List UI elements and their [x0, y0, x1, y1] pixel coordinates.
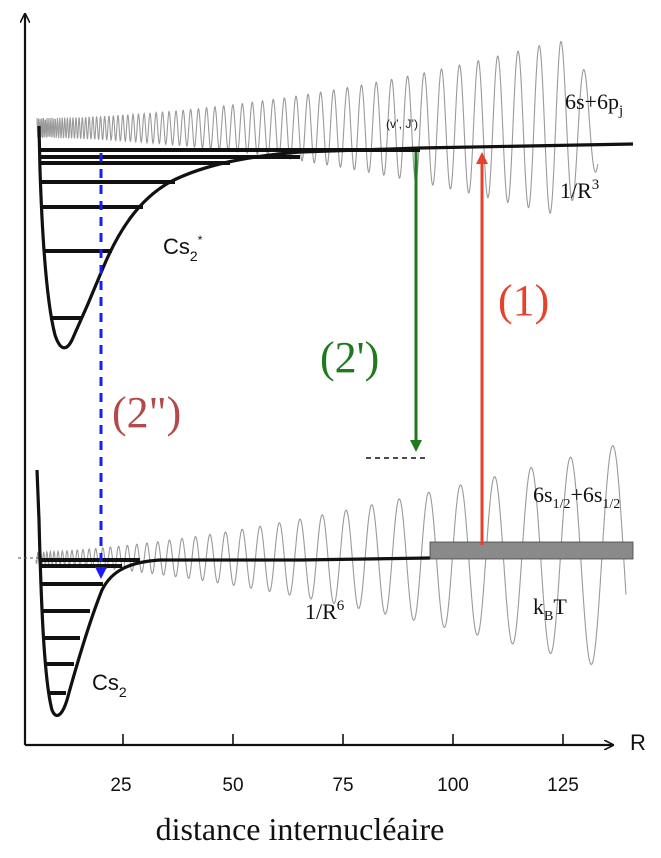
ground-longrange-label: 1/R6 [305, 598, 345, 624]
x-axis-symbol: R [630, 730, 646, 755]
thermal-energy-label: kBT [533, 594, 567, 624]
transition-2prime-label: (2') [320, 333, 379, 382]
tick-label: 100 [437, 775, 469, 796]
transition-2dblprime-label: (2") [112, 388, 181, 437]
transition-1-label: (1) [498, 276, 549, 325]
tick-label: 50 [222, 775, 243, 796]
ground-potential-curve [35, 469, 431, 717]
x-axis-title: distance internucléaire [156, 811, 445, 847]
excited-potential-curve [37, 125, 634, 350]
excited-asymptote-label: 6s+6pj [565, 89, 623, 119]
ground-asymptote-label: 6s1/2+6s1/2 [533, 482, 620, 512]
tick-label: 25 [110, 775, 131, 796]
x-ticks [122, 734, 564, 745]
thermal-energy-box [429, 541, 634, 560]
ground-molecule-label: Cs2 [92, 670, 127, 700]
ground-vibrational-levels [40, 558, 140, 695]
vibrational-state-label: (v’, J’) [386, 117, 418, 131]
tick-label: 125 [547, 775, 579, 796]
excited-wavefunction [36, 40, 599, 214]
tick-label: 75 [332, 775, 353, 796]
excited-longrange-label: 1/R3 [560, 177, 599, 203]
excited-molecule-label: Cs2* [163, 233, 203, 264]
excited-vibrational-levels [40, 148, 420, 320]
